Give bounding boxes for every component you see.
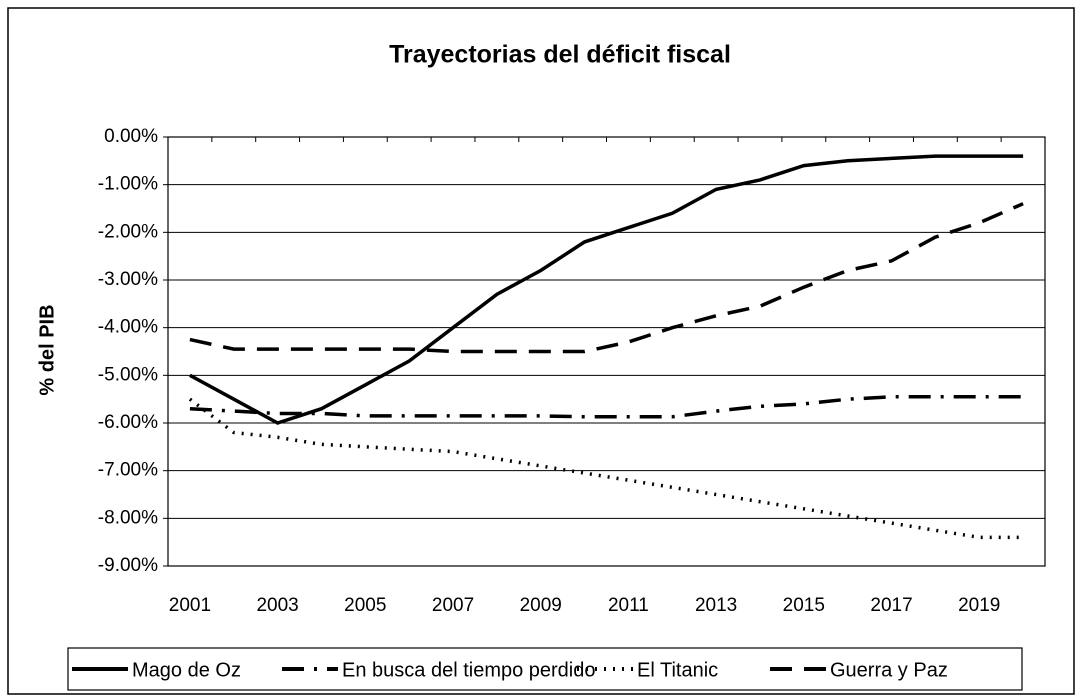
chart-title: Trayectorias del déficit fiscal <box>389 41 731 69</box>
x-tick-label: 2019 <box>958 595 1000 616</box>
y-tick-label: -8.00% <box>98 507 158 528</box>
x-tick-label: 2005 <box>344 595 386 616</box>
x-tick-label: 2013 <box>695 595 737 616</box>
x-tick-label: 2007 <box>432 595 474 616</box>
y-axis-label: % del PIB <box>36 304 58 395</box>
y-tick-label: -6.00% <box>98 412 158 433</box>
x-tick-label: 2015 <box>783 595 825 616</box>
series-line <box>189 154 1024 425</box>
y-tick-label: -5.00% <box>98 364 158 385</box>
y-tick-label: -4.00% <box>98 317 158 338</box>
plot-frame <box>167 136 1046 567</box>
y-tick-label: -7.00% <box>98 460 158 481</box>
x-tick-label: 2003 <box>256 595 298 616</box>
legend-box <box>67 647 1023 691</box>
x-tick-label: 2001 <box>169 595 211 616</box>
legend-label: En busca del tiempo perdido <box>342 659 596 681</box>
y-tick-label: -2.00% <box>98 221 158 242</box>
x-tick-label: 2009 <box>520 595 562 616</box>
series-line <box>189 395 1024 419</box>
chart-border <box>7 7 1075 695</box>
series-line <box>188 397 1024 540</box>
legend-label: El Titanic <box>637 659 718 681</box>
y-tick-label: -1.00% <box>98 174 158 195</box>
legend-label: Guerra y Paz <box>830 659 948 681</box>
x-tick-label: 2017 <box>870 595 912 616</box>
y-tick-label: -3.00% <box>98 269 158 290</box>
y-tick-label: 0.00% <box>104 126 158 147</box>
y-tick-label: -9.00% <box>98 555 158 576</box>
series-line <box>189 202 1024 354</box>
legend-label: Mago de Oz <box>132 659 241 681</box>
x-tick-label: 2011 <box>608 595 649 616</box>
